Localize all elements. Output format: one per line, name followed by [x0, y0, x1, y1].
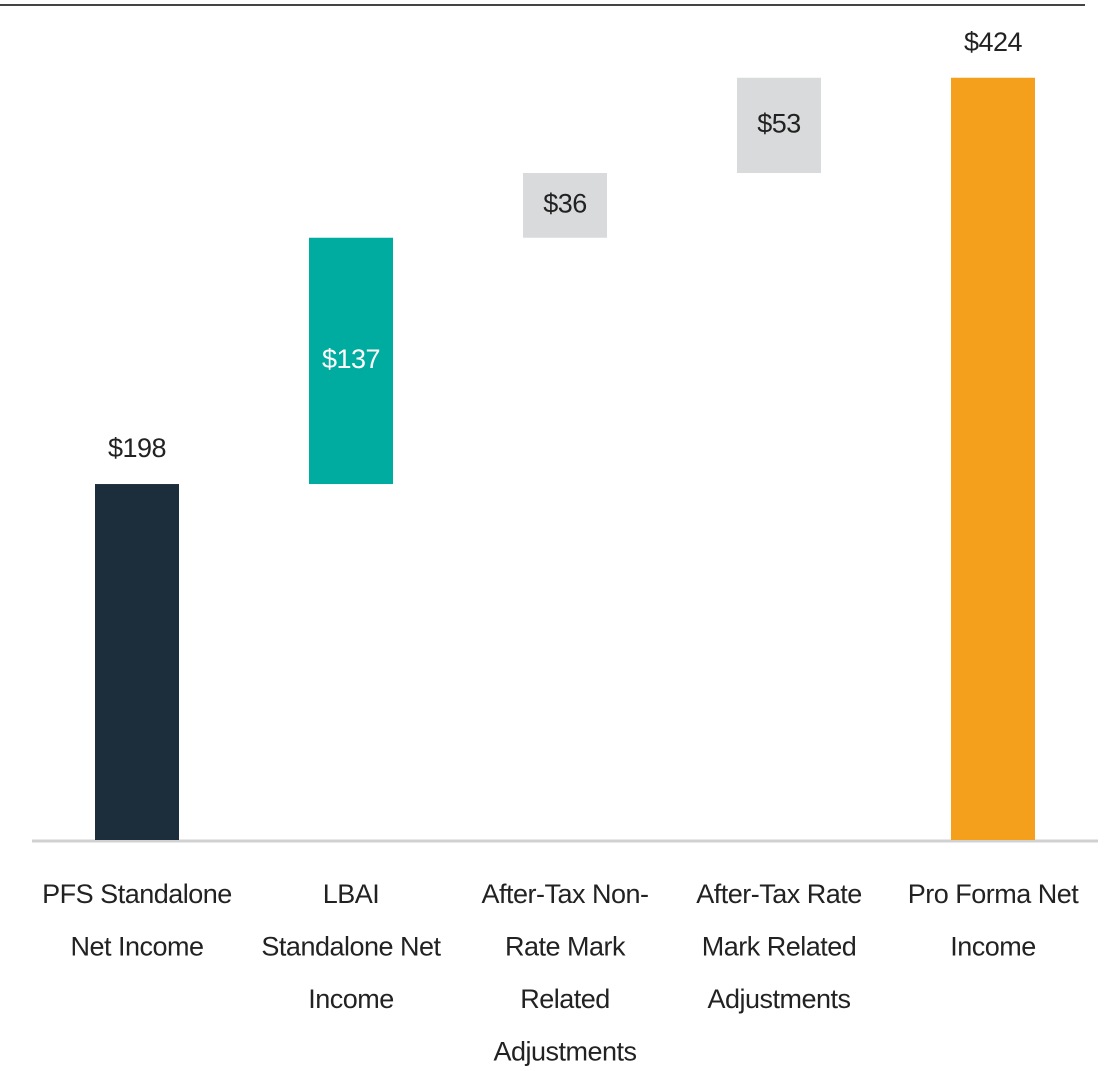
bar: [95, 484, 179, 840]
bar: [737, 77, 821, 174]
x-tick-label: Mark Related: [702, 932, 857, 962]
value-label: $424: [964, 27, 1023, 57]
x-tick-label: Net Income: [70, 932, 203, 962]
bar: [309, 237, 393, 485]
x-tick-label: After-Tax Non-: [481, 879, 648, 909]
x-tick-label: Income: [950, 932, 1036, 962]
value-label: $137: [322, 344, 380, 374]
x-tick-label: LBAI: [323, 879, 380, 909]
x-tick-label: Related: [520, 984, 610, 1014]
x-tick-label: After-Tax Rate: [696, 879, 862, 909]
x-tick-label: Adjustments: [707, 984, 850, 1014]
value-label: $198: [108, 433, 166, 463]
value-label: $36: [543, 189, 587, 219]
x-tick-label: Pro Forma Net: [908, 879, 1080, 909]
x-tick-label: PFS Standalone: [42, 879, 232, 909]
x-tick-label: Rate Mark: [505, 932, 626, 962]
x-tick-label: Income: [308, 984, 394, 1014]
x-tick-label: Standalone Net: [261, 932, 441, 962]
bar: [951, 77, 1035, 840]
x-tick-label: Adjustments: [493, 1037, 636, 1067]
value-label: $53: [757, 109, 801, 139]
bar: [523, 173, 607, 238]
